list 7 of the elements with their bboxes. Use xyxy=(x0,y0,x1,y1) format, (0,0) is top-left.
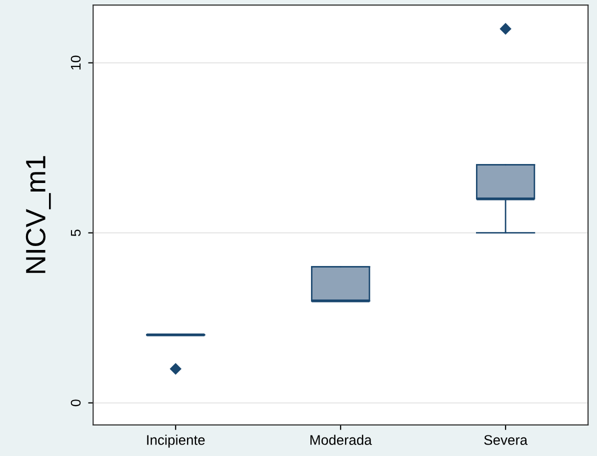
x-tick-label: Incipiente xyxy=(147,434,205,448)
y-tick-label: 10 xyxy=(70,56,81,70)
y-tick-label: 5 xyxy=(70,230,81,236)
y-axis-title: NICV_m1 xyxy=(26,156,51,273)
x-tick-label: Severa xyxy=(484,435,528,445)
x-tick-label: Moderada xyxy=(310,434,372,445)
y-tick-label: 0 xyxy=(70,400,81,406)
